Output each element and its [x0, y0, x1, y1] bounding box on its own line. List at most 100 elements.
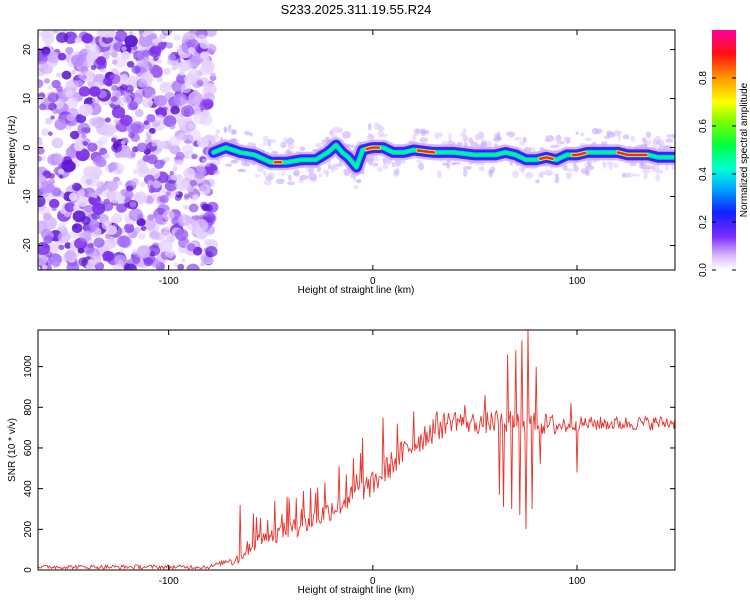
ridge-halo	[367, 123, 372, 131]
noise-blob	[175, 178, 190, 191]
ridge-halo	[480, 142, 487, 146]
noise-blob	[179, 71, 185, 76]
noise-blob	[191, 227, 204, 239]
noise-blob	[158, 239, 173, 252]
y-tick-label: 200	[23, 521, 34, 538]
noise-blob	[93, 237, 105, 248]
ridge-halo	[415, 129, 424, 134]
noise-blob	[68, 192, 79, 202]
ridge-halo	[369, 133, 374, 141]
noise-blob	[159, 81, 172, 93]
colorbar-tick-label: 0.0	[698, 263, 709, 277]
ridge-halo	[232, 130, 237, 134]
ridge-hot-core	[365, 146, 381, 151]
ridge-halo	[286, 148, 290, 156]
noise-blob	[170, 173, 179, 181]
noise-blob	[207, 48, 213, 53]
noise-blob	[133, 191, 148, 204]
noise-blob	[140, 226, 147, 231]
ridge-halo	[513, 137, 522, 141]
noise-blob	[104, 117, 111, 123]
noise-blob	[162, 210, 175, 221]
ridge-halo	[655, 169, 664, 174]
ridge-halo	[334, 163, 344, 167]
noise-blob	[57, 52, 67, 61]
noise-blob	[142, 98, 153, 108]
ridge-halo	[353, 175, 357, 182]
noise-blob	[71, 182, 82, 192]
ridge-halo	[293, 169, 300, 177]
noise-blob	[78, 257, 89, 267]
ridge-halo	[315, 142, 322, 148]
noise-blob	[124, 35, 138, 48]
noise-blob	[114, 30, 128, 42]
x-tick-label: 0	[370, 276, 376, 287]
noise-blob	[69, 130, 80, 140]
noise-blob	[154, 109, 160, 114]
noise-blob	[146, 114, 156, 123]
noise-blob	[180, 83, 192, 94]
noise-blob	[131, 249, 139, 255]
ridge-halo	[494, 133, 499, 140]
figure-title: S233.2025.311.19.55.R24	[281, 2, 432, 17]
noise-blob	[173, 262, 178, 267]
ridge-halo	[545, 135, 555, 142]
y-tick-label: 0	[22, 144, 33, 150]
noise-blob	[186, 185, 195, 193]
noise-blob	[38, 195, 46, 207]
noise-blob	[114, 254, 127, 267]
ridge-halo	[554, 176, 560, 184]
noise-blob	[129, 201, 137, 208]
ridge-halo	[382, 164, 389, 170]
ridge-halo	[642, 163, 651, 169]
noise-blob	[126, 60, 135, 68]
noise-blob	[126, 185, 134, 192]
ridge-halo	[524, 171, 534, 179]
noise-blob	[98, 136, 108, 145]
ridge-halo	[554, 173, 560, 178]
ridge-halo	[287, 143, 295, 150]
noise-blob	[173, 34, 181, 41]
noise-blob	[38, 156, 43, 162]
noise-blob	[72, 224, 79, 230]
y-tick-label: -20	[22, 238, 33, 253]
noise-blob	[97, 30, 108, 38]
ridge-halo	[270, 138, 277, 144]
noise-blob	[119, 73, 129, 82]
ridge-halo	[249, 132, 253, 137]
noise-blob	[128, 208, 143, 222]
noise-blob	[168, 136, 181, 147]
x-tick-label: 100	[569, 576, 586, 587]
ridge-halo	[230, 159, 238, 164]
noise-blob	[166, 42, 173, 49]
noise-blob	[103, 198, 111, 205]
ridge-halo	[385, 158, 392, 164]
noise-blob	[164, 179, 178, 192]
noise-blob	[52, 108, 59, 115]
noise-blob	[82, 141, 88, 146]
noise-blob	[91, 116, 105, 129]
noise-blob	[140, 181, 146, 187]
ridge-halo	[617, 134, 621, 142]
noise-blob	[81, 216, 91, 225]
noise-blob	[177, 118, 188, 128]
ridge-halo	[213, 170, 220, 175]
ridge-halo	[436, 170, 442, 179]
noise-blob	[210, 72, 216, 78]
noise-blob	[147, 245, 161, 257]
noise-blob	[138, 34, 153, 48]
ridge-halo	[355, 179, 362, 183]
noise-blob	[137, 79, 147, 88]
noise-blob	[156, 77, 163, 83]
noise-blob	[45, 251, 53, 258]
ridge-halo	[372, 162, 379, 167]
snr-plot-area	[38, 330, 675, 570]
noise-blob	[155, 114, 165, 123]
noise-blob	[119, 102, 124, 107]
ridge-halo	[512, 170, 519, 178]
ridge-halo	[521, 166, 525, 174]
x-tick-label: -100	[159, 276, 179, 287]
noise-blob	[45, 196, 52, 202]
noise-blob	[108, 190, 122, 203]
x-tick-label: 0	[370, 576, 376, 587]
